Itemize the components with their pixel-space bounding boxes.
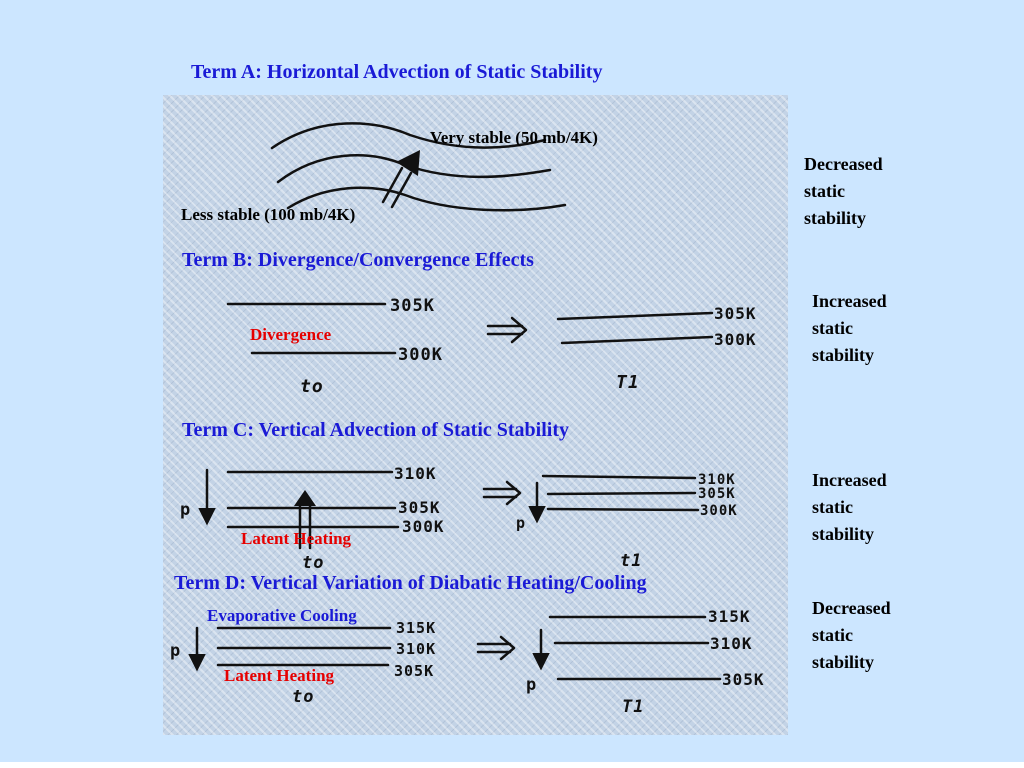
isentrope-label: 305K bbox=[398, 498, 441, 517]
time-label-t1: T1 bbox=[622, 697, 644, 717]
time-label-t0: to bbox=[292, 687, 314, 707]
divergence-label: Divergence bbox=[250, 325, 332, 344]
very-stable-label: Very stable (50 mb/4K) bbox=[430, 128, 598, 147]
effect-line: Increased bbox=[812, 470, 887, 490]
isentrope-line bbox=[560, 335, 714, 345]
isentrope-label: 310K bbox=[396, 640, 436, 658]
term-d-title: Term D: Vertical Variation of Diabatic H… bbox=[174, 572, 647, 594]
pressure-label: p bbox=[170, 641, 181, 661]
effect-line: stability bbox=[812, 652, 875, 672]
time-label-t0: to bbox=[300, 376, 324, 397]
term-b-effect: Increased static stability bbox=[812, 288, 922, 369]
term-c-effect: Increased static stability bbox=[812, 467, 922, 548]
isentrope-label: 310K bbox=[698, 472, 736, 488]
term-d-sketch: p 315K 310K 305K p 315K 310K 305K to T1 bbox=[170, 607, 765, 717]
isentrope-curve-3 bbox=[286, 186, 567, 212]
isentrope-label: 305K bbox=[722, 670, 765, 689]
term-c-sketch: p 310K 305K 300K p 310K 305K 300K to t1 bbox=[180, 464, 738, 573]
isentrope-label: 305K bbox=[394, 662, 434, 680]
term-d-effect: Decreased static stability bbox=[812, 595, 922, 676]
double-arrow-icon bbox=[482, 480, 522, 506]
double-arrow-icon bbox=[486, 316, 528, 344]
time-label-t1: T1 bbox=[616, 372, 640, 393]
term-b-sketch: 305K 300K 305K 300K to T1 bbox=[226, 296, 757, 397]
time-label-t1: t1 bbox=[620, 551, 642, 571]
pressure-label: p bbox=[526, 675, 537, 695]
isentrope-line bbox=[556, 311, 714, 321]
effect-line: static bbox=[812, 497, 853, 517]
evaporative-cooling-label: Evaporative Cooling bbox=[207, 606, 357, 625]
isentrope-label: 315K bbox=[396, 619, 436, 637]
effect-line: stability bbox=[812, 345, 875, 365]
isentrope-curve-1 bbox=[270, 122, 547, 150]
term-b-title: Term B: Divergence/Convergence Effects bbox=[182, 249, 534, 271]
isentrope-label: 300K bbox=[700, 503, 738, 519]
effect-line: stability bbox=[804, 208, 867, 228]
isentrope-label: 305K bbox=[698, 486, 736, 502]
term-a-title: Term A: Horizontal Advection of Static S… bbox=[191, 61, 603, 83]
effect-line: stability bbox=[812, 524, 875, 544]
term-c-title: Term C: Vertical Advection of Static Sta… bbox=[182, 419, 570, 441]
effect-line: Increased bbox=[812, 291, 887, 311]
heating-arrow-icon bbox=[294, 490, 316, 550]
advection-arrow-icon bbox=[381, 150, 420, 209]
isentrope-label: 305K bbox=[714, 304, 757, 323]
term-a-sketch bbox=[270, 122, 567, 212]
double-arrow-icon bbox=[476, 635, 516, 661]
isentrope-label: 300K bbox=[714, 330, 757, 349]
isentrope-label: 300K bbox=[402, 517, 445, 536]
bottom-strip bbox=[0, 762, 1024, 768]
isentrope-label: 310K bbox=[394, 464, 437, 483]
term-a-effect: Decreased static stability bbox=[804, 151, 914, 232]
isentrope-line bbox=[541, 474, 697, 480]
effect-line: Decreased bbox=[812, 598, 891, 618]
latent-heating-label: Latent Heating bbox=[241, 529, 352, 548]
isentrope-line bbox=[546, 507, 700, 512]
effect-line: static bbox=[812, 318, 853, 338]
effect-line: Decreased bbox=[804, 154, 883, 174]
pressure-label: p bbox=[516, 514, 526, 532]
effect-line: static bbox=[812, 625, 853, 645]
pressure-label: p bbox=[180, 500, 191, 520]
isentrope-label: 305K bbox=[390, 296, 435, 316]
time-label-t0: to bbox=[302, 553, 324, 573]
effect-line: static bbox=[804, 181, 845, 201]
isentrope-label: 315K bbox=[708, 607, 751, 626]
isentrope-label: 310K bbox=[710, 634, 753, 653]
less-stable-label: Less stable (100 mb/4K) bbox=[181, 205, 356, 224]
isentrope-line bbox=[546, 491, 697, 496]
isentrope-label: 300K bbox=[398, 345, 443, 365]
latent-heating-label: Latent Heating bbox=[224, 666, 335, 685]
